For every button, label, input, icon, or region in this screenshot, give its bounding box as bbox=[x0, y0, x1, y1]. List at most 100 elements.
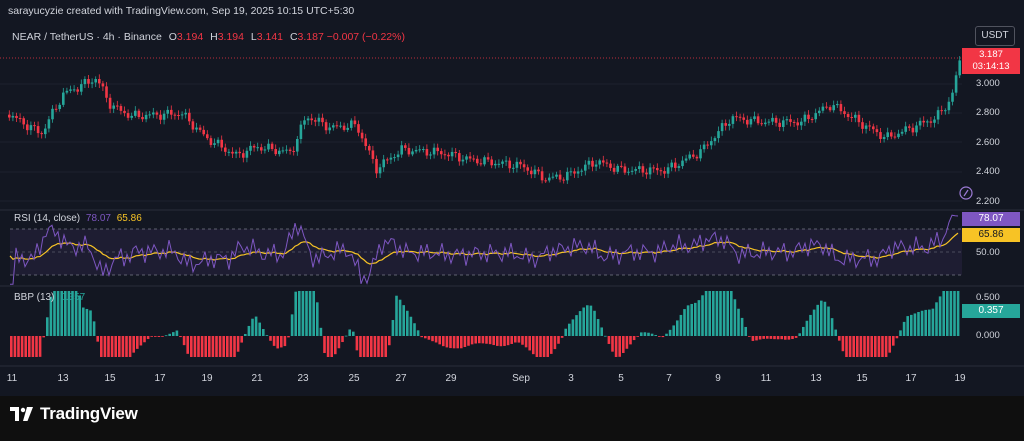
candle-body bbox=[594, 164, 598, 167]
time-axis-label: 25 bbox=[348, 373, 360, 384]
candle-body bbox=[285, 149, 288, 151]
candle-body bbox=[839, 104, 843, 112]
candle-body bbox=[562, 179, 565, 181]
bbp-bar bbox=[647, 332, 650, 336]
candle-body bbox=[324, 122, 328, 131]
candle-body bbox=[69, 89, 72, 91]
candle-body bbox=[40, 133, 43, 135]
bbp-bar bbox=[809, 314, 812, 336]
symbol-name[interactable]: NEAR / TetherUS · 4h · Binance bbox=[12, 31, 162, 43]
chart-canvas[interactable] bbox=[0, 0, 1024, 396]
bbp-bar bbox=[719, 291, 722, 336]
bbp-bar bbox=[499, 336, 503, 347]
candle-body bbox=[368, 146, 371, 151]
alert-marker-icon[interactable] bbox=[959, 186, 973, 200]
candle-body bbox=[332, 125, 335, 128]
chart-caption: sarayucyzie created with TradingView.com… bbox=[8, 5, 355, 17]
bbp-bar bbox=[247, 325, 251, 336]
bbp-bar bbox=[654, 334, 657, 336]
candle-body bbox=[918, 120, 922, 126]
time-axis-label: 21 bbox=[251, 373, 263, 384]
bbp-bar bbox=[352, 331, 355, 336]
time-axis-label: 11 bbox=[760, 373, 772, 384]
bbp-bar bbox=[280, 336, 283, 348]
candle-body bbox=[825, 106, 828, 108]
bbp-bar bbox=[434, 336, 438, 343]
bbp-bar bbox=[560, 336, 564, 338]
currency-button[interactable]: USDT bbox=[975, 26, 1015, 46]
bbp-bar bbox=[571, 319, 575, 336]
bbp-value-tag: 0.357 bbox=[962, 304, 1020, 318]
bbp-bar bbox=[290, 314, 294, 336]
bbp-bar bbox=[622, 336, 625, 353]
bbp-bar bbox=[791, 336, 794, 340]
time-axis-label: Sep bbox=[512, 373, 530, 384]
bbp-bar bbox=[182, 336, 186, 346]
candle-body bbox=[342, 125, 346, 130]
candle-body bbox=[911, 127, 915, 133]
candle-body bbox=[483, 157, 486, 165]
rsi-label[interactable]: RSI (14, close) bbox=[14, 213, 81, 224]
bbp-bar bbox=[852, 336, 855, 357]
candle-body bbox=[220, 139, 223, 148]
bbp-bar bbox=[938, 296, 942, 336]
candle-body bbox=[803, 114, 807, 122]
bbp-bar bbox=[949, 291, 953, 336]
candle-body bbox=[263, 149, 267, 151]
candle-body bbox=[83, 79, 87, 85]
bbp-bar bbox=[528, 336, 531, 351]
candle-body bbox=[922, 120, 925, 123]
candle-body bbox=[134, 110, 137, 116]
bbp-bar bbox=[258, 322, 261, 336]
bbp-label[interactable]: BBP (13) bbox=[14, 292, 55, 303]
bbp-bar bbox=[740, 317, 744, 336]
bbp-bar bbox=[13, 336, 17, 357]
bbp-bar bbox=[629, 336, 632, 345]
bbp-legend[interactable]: BBP (13) 0.357 bbox=[14, 292, 85, 303]
candle-body bbox=[18, 117, 22, 119]
candle-body bbox=[702, 144, 706, 150]
bbp-bar bbox=[884, 336, 888, 357]
rsi-legend-value: 78.07 bbox=[85, 213, 111, 224]
bbp-bar bbox=[758, 336, 762, 340]
candle-body bbox=[504, 160, 508, 162]
bbp-bar bbox=[67, 291, 71, 336]
bbp-bar bbox=[578, 311, 582, 336]
bbp-bar bbox=[661, 336, 665, 338]
bbp-bar bbox=[308, 291, 312, 336]
tradingview-logo[interactable]: TradingView bbox=[10, 404, 138, 424]
bbp-bar bbox=[215, 336, 218, 357]
bbp-bar bbox=[816, 304, 819, 336]
bbp-bar bbox=[899, 330, 902, 336]
rsi-legend[interactable]: RSI (14, close) 78.07 65.86 bbox=[14, 213, 142, 224]
candle-body bbox=[854, 114, 857, 118]
bbp-bar bbox=[175, 330, 179, 336]
low-label: L bbox=[250, 31, 257, 43]
candle-body bbox=[814, 113, 817, 120]
bbp-bar bbox=[665, 333, 668, 336]
bbp-bar bbox=[485, 336, 488, 344]
bbp-bar bbox=[640, 332, 643, 336]
candle-body bbox=[609, 163, 612, 168]
bbp-bar bbox=[766, 336, 769, 339]
candle-body bbox=[526, 167, 529, 171]
bbp-bar bbox=[456, 336, 459, 349]
bbp-bar bbox=[838, 336, 841, 341]
symbol-legend[interactable]: NEAR / TetherUS · 4h · Binance O3.194 H3… bbox=[12, 31, 405, 43]
bbp-bar bbox=[312, 291, 315, 336]
candle-body bbox=[530, 170, 533, 175]
high-label: H bbox=[210, 31, 218, 43]
candle-body bbox=[407, 147, 411, 155]
time-axis-label: 3 bbox=[568, 373, 574, 384]
bbp-bar bbox=[377, 336, 380, 357]
candle-body bbox=[375, 158, 378, 174]
bbp-bar bbox=[780, 336, 783, 340]
bbp-bar bbox=[107, 336, 110, 357]
bbp-bar bbox=[46, 317, 49, 336]
candle-body bbox=[245, 150, 249, 158]
bbp-bar bbox=[413, 323, 416, 336]
chart-area[interactable] bbox=[0, 0, 1024, 396]
bbp-bar bbox=[136, 336, 139, 349]
time-axis-label: 17 bbox=[905, 373, 917, 384]
bbp-bar bbox=[114, 336, 117, 357]
